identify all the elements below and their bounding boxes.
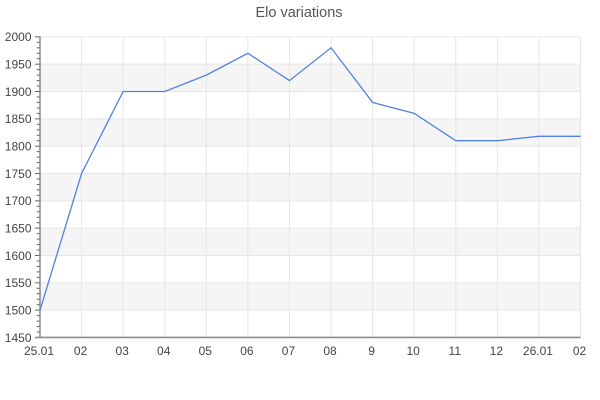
svg-text:07: 07: [282, 344, 296, 358]
svg-text:9: 9: [368, 344, 375, 358]
svg-text:1750: 1750: [5, 167, 32, 181]
svg-text:05: 05: [199, 344, 213, 358]
svg-text:1650: 1650: [5, 221, 32, 235]
svg-text:1500: 1500: [5, 303, 32, 317]
svg-text:25.01: 25.01: [24, 344, 54, 358]
svg-text:1600: 1600: [5, 249, 32, 263]
svg-text:03: 03: [115, 344, 129, 358]
svg-text:1850: 1850: [5, 112, 32, 126]
svg-text:1800: 1800: [5, 139, 32, 153]
svg-text:1900: 1900: [5, 85, 32, 99]
svg-text:1700: 1700: [5, 194, 32, 208]
svg-text:1450: 1450: [5, 331, 32, 345]
svg-text:06: 06: [240, 344, 254, 358]
svg-text:12: 12: [490, 344, 504, 358]
svg-text:Elo variations: Elo variations: [255, 5, 342, 21]
svg-text:04: 04: [157, 344, 171, 358]
svg-text:1950: 1950: [5, 57, 32, 71]
svg-text:11: 11: [449, 344, 462, 358]
svg-text:02: 02: [74, 344, 88, 358]
svg-text:02: 02: [573, 344, 587, 358]
svg-text:08: 08: [323, 344, 337, 358]
svg-text:10: 10: [407, 344, 421, 358]
svg-text:1550: 1550: [5, 276, 32, 290]
svg-text:26.01: 26.01: [523, 344, 553, 358]
svg-text:2000: 2000: [5, 30, 32, 44]
